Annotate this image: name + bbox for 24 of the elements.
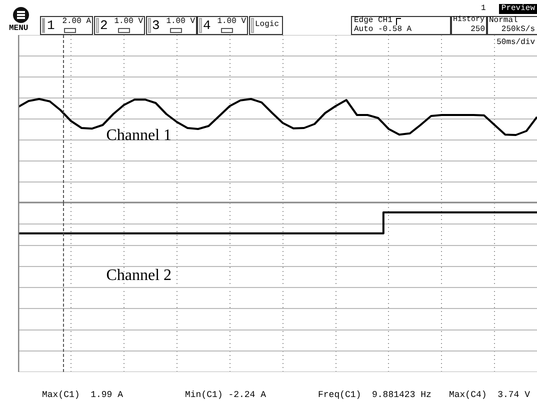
text: 2: [100, 18, 108, 33]
text: 1: [481, 4, 486, 13]
text: 1.00 V: [217, 17, 246, 26]
text: 1.00 V: [114, 17, 143, 26]
text: MENU: [9, 24, 28, 33]
text: Max(C1) 1.99 A: [42, 390, 124, 400]
text: Min(C1) -2.24 A: [185, 390, 266, 400]
text: Normal: [489, 16, 518, 25]
series-label: Channel 1: [106, 127, 172, 144]
text: 1: [47, 18, 55, 33]
text: 2.00 A: [62, 17, 91, 26]
text: 250: [470, 25, 485, 34]
text: Preview: [499, 4, 537, 14]
text: Auto -0.58 A: [354, 25, 412, 34]
text: 250kS/s: [501, 25, 535, 34]
text: Channel 2: [106, 266, 172, 284]
text: 1.00 V: [166, 17, 195, 26]
text: Freq(C1) 9.881423 Hz: [318, 390, 432, 400]
text: 4: [203, 18, 211, 33]
text: 3: [152, 18, 160, 33]
text: Logic: [255, 20, 280, 29]
text: 50ms/div: [496, 38, 535, 47]
text: Max(C4) 3.74 V: [448, 390, 530, 400]
text: Edge CH1: [354, 16, 392, 25]
